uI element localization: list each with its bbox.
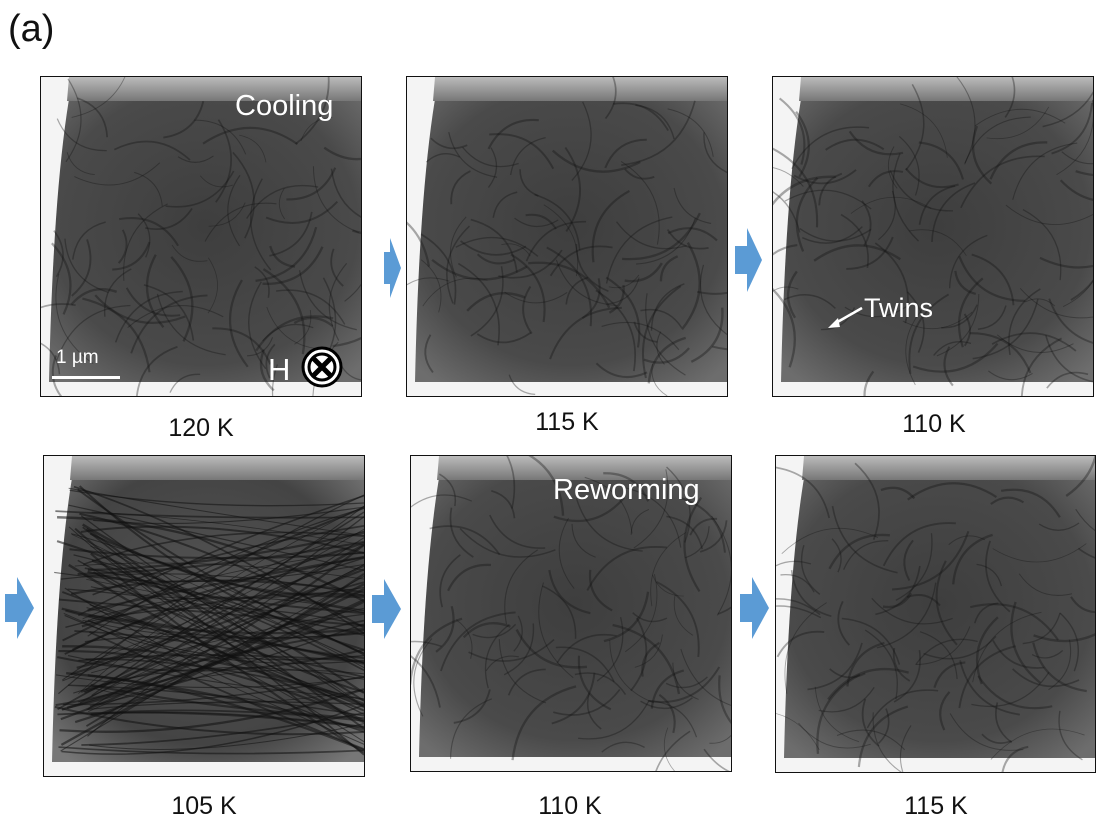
scale-bar-label: 1 µm [56,347,99,369]
micrograph [406,76,728,397]
temperature-label: 110 K [490,792,650,821]
micrograph-image [776,456,1095,772]
micrograph-image [407,77,727,396]
temperature-label: 115 K [487,408,647,437]
field-label: H [268,352,290,388]
pointer-arrow [826,304,866,332]
temperature-label: 115 K [856,792,1016,821]
micrograph-image [44,456,364,776]
step-arrow [740,577,770,639]
temperature-label: 120 K [121,414,281,443]
feature-label: Twins [864,293,933,324]
step-arrow [5,577,35,639]
figure: (a) [0,0,1096,823]
micrograph [772,76,1094,397]
scale-bar [52,376,120,379]
micrograph [43,455,365,777]
step-arrow [735,228,763,292]
temperature-label: 105 K [124,792,284,821]
micrograph-image [773,77,1093,396]
phase-label: Cooling [235,90,333,123]
step-arrow [372,579,402,639]
figure-label: (a) [8,8,54,51]
phase-label: Reworming [553,474,700,507]
micrograph [775,455,1096,773]
field-direction-icon [300,345,344,389]
step-arrow [384,238,402,298]
temperature-label: 110 K [854,410,1014,439]
